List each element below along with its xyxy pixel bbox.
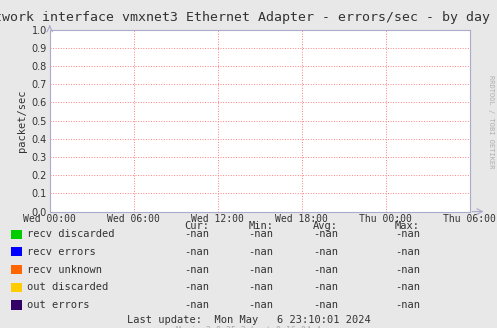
Text: Max:: Max: bbox=[395, 221, 420, 231]
Text: -nan: -nan bbox=[313, 229, 338, 239]
Text: -nan: -nan bbox=[395, 282, 420, 292]
Text: RRDTOOL / TOBI OETIKER: RRDTOOL / TOBI OETIKER bbox=[488, 74, 494, 168]
Text: -nan: -nan bbox=[184, 247, 209, 257]
Text: -nan: -nan bbox=[395, 300, 420, 310]
Text: -nan: -nan bbox=[395, 247, 420, 257]
Text: -nan: -nan bbox=[395, 265, 420, 275]
Text: -nan: -nan bbox=[184, 265, 209, 275]
Text: recv errors: recv errors bbox=[27, 247, 95, 257]
Text: -nan: -nan bbox=[248, 247, 273, 257]
Text: recv unknown: recv unknown bbox=[27, 265, 102, 275]
Text: Network interface vmxnet3 Ethernet Adapter - errors/sec - by day: Network interface vmxnet3 Ethernet Adapt… bbox=[0, 11, 490, 25]
Text: Avg:: Avg: bbox=[313, 221, 338, 231]
Text: -nan: -nan bbox=[248, 300, 273, 310]
Text: out discarded: out discarded bbox=[27, 282, 108, 292]
Text: -nan: -nan bbox=[313, 247, 338, 257]
Text: Last update:  Mon May   6 23:10:01 2024: Last update: Mon May 6 23:10:01 2024 bbox=[127, 316, 370, 325]
Text: out errors: out errors bbox=[27, 300, 89, 310]
Text: Min:: Min: bbox=[248, 221, 273, 231]
Text: -nan: -nan bbox=[313, 282, 338, 292]
Text: -nan: -nan bbox=[248, 229, 273, 239]
Text: -nan: -nan bbox=[313, 300, 338, 310]
Text: -nan: -nan bbox=[248, 282, 273, 292]
Text: Munin 2.0.25-2ubuntu0.16.04.4: Munin 2.0.25-2ubuntu0.16.04.4 bbox=[176, 326, 321, 328]
Y-axis label: packet/sec: packet/sec bbox=[17, 89, 27, 152]
Text: -nan: -nan bbox=[248, 265, 273, 275]
Text: -nan: -nan bbox=[184, 300, 209, 310]
Text: Cur:: Cur: bbox=[184, 221, 209, 231]
Text: -nan: -nan bbox=[184, 229, 209, 239]
Text: -nan: -nan bbox=[313, 265, 338, 275]
Text: recv discarded: recv discarded bbox=[27, 229, 114, 239]
Text: -nan: -nan bbox=[395, 229, 420, 239]
Text: -nan: -nan bbox=[184, 282, 209, 292]
